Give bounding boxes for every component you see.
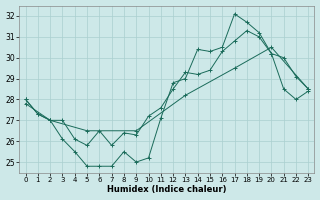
X-axis label: Humidex (Indice chaleur): Humidex (Indice chaleur) (107, 185, 227, 194)
